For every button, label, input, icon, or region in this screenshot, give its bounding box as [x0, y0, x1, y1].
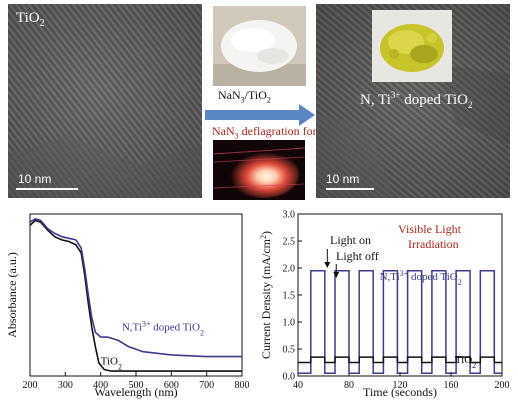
light-on-arrowhead [324, 262, 331, 268]
x-tick-label: 600 [164, 380, 179, 391]
x-tick-label: 500 [129, 380, 144, 391]
legend-label-doped: N,Ti3+ doped TiO2 [380, 269, 462, 287]
light-on-label: Light on [330, 233, 371, 247]
plot-frame [297, 213, 503, 377]
absorbance-chart: 200 300 400 500 600 700 800 N,Ti3+ doped TiO2 Ti… [0, 204, 258, 402]
x-tick-label: 200 [495, 380, 510, 391]
tem-label-tio2: TiO2 [16, 10, 45, 29]
photo-deflagration [213, 140, 305, 200]
series-line-0 [29, 219, 242, 372]
y-tick-label: 2.5 [283, 237, 296, 248]
photo-yellow-powder [372, 10, 452, 82]
x-tick-label: 80 [344, 380, 354, 391]
x-tick-label: 800 [235, 380, 250, 391]
arrow-label-top: NaN3/TiO2 [218, 88, 271, 105]
scale-bar-left-label: 10 nm [18, 172, 52, 186]
legend-label-doped: N,Ti3+ doped TiO2 [122, 319, 204, 337]
y-tick-label: 3.0 [283, 210, 296, 221]
scale-bar-left [16, 188, 78, 190]
y-tick-label: 1.5 [283, 291, 296, 302]
scale-bar-right [326, 188, 374, 190]
process-arrow [205, 104, 315, 126]
x-tick-label: 200 [23, 380, 38, 391]
y-tick-label: 2.0 [283, 264, 296, 275]
photo-nan3-tio2-powder [213, 6, 306, 86]
annotation-line2: Irradiation [408, 237, 459, 251]
x-tick-label: 300 [58, 380, 73, 391]
tem-label-doped: N, Ti3+ doped TiO2 [360, 90, 473, 110]
x-tick-label: 40 [293, 380, 303, 391]
light-off-label: Light off [336, 249, 379, 263]
x-tick-label: 160 [444, 380, 459, 391]
plot-frame [29, 213, 243, 377]
x-tick-label: 700 [199, 380, 214, 391]
series-line-1 [29, 218, 242, 358]
tem-image-doped-tio2: N, Ti3+ doped TiO2 10 nm [316, 4, 510, 198]
scale-bar-right-label: 10 nm [326, 172, 360, 186]
light-off-arrowhead [333, 272, 340, 278]
tem-image-tio2: TiO2 10 nm [8, 4, 202, 198]
annotation-line1: Visible Light [398, 222, 462, 236]
legend-label-tio2: TiO2 [455, 354, 476, 370]
y-tick-label: 0.5 [283, 345, 296, 356]
y-tick-label: 1.0 [283, 318, 296, 329]
x-tick-label: 400 [93, 380, 108, 391]
arrow-label-bottom: NaN3 deflagration for 1 s [212, 124, 334, 141]
legend-label-tio2: TiO2 [101, 356, 122, 372]
y-axis-label: Current Density (mA/cm2) [259, 231, 274, 359]
series-line-1 [298, 356, 502, 364]
y-tick-label: 0.0 [283, 372, 296, 383]
photocurrent-chart: 40 80 120 160 200 0.0 0.5 1.0 1.5 2.0 2.5 3.0 Visibl… [258, 204, 518, 402]
x-axis-label: Wavelength (nm) [94, 385, 177, 399]
series-line-0 [298, 269, 502, 375]
x-tick-label: 120 [393, 380, 408, 391]
y-axis-label: Absorbance (a.u.) [5, 252, 19, 338]
x-axis-label: Time (seconds) [363, 385, 437, 399]
